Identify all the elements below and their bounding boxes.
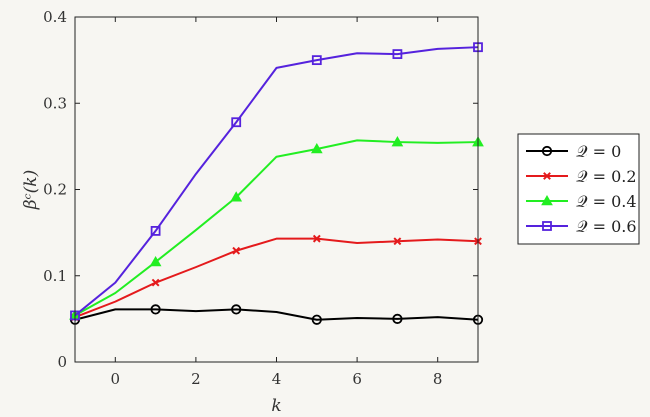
x-tick-label: 6 bbox=[352, 370, 362, 388]
y-axis-label: βᶜ(k) bbox=[21, 170, 41, 210]
data-point bbox=[392, 49, 403, 59]
legend-entry: 𝒬 = 0.2 bbox=[526, 167, 637, 186]
legend-label: 𝒬 = 0.6 bbox=[576, 217, 637, 236]
cross-stroke bbox=[151, 278, 160, 287]
series-line bbox=[74, 308, 479, 321]
legend-label: 𝒬 = 0.2 bbox=[576, 167, 637, 186]
data-point bbox=[541, 145, 553, 157]
series-line bbox=[74, 46, 479, 317]
data-point bbox=[151, 278, 160, 287]
data-point bbox=[150, 225, 161, 236]
data-point bbox=[230, 191, 243, 202]
series bbox=[69, 136, 484, 320]
data-point bbox=[543, 172, 551, 180]
x-axis-label: k bbox=[271, 396, 281, 416]
data-point bbox=[391, 136, 404, 147]
y-tick-label: 0.3 bbox=[43, 94, 67, 112]
series bbox=[69, 304, 484, 325]
data-point bbox=[393, 237, 402, 246]
series bbox=[71, 234, 482, 322]
x-tick-label: 8 bbox=[433, 370, 443, 388]
data-point bbox=[311, 314, 322, 325]
x-tick-label: 2 bbox=[191, 370, 201, 388]
y-tick-label: 0.1 bbox=[43, 267, 67, 285]
y-tick-label: 0.2 bbox=[43, 181, 67, 199]
data-point bbox=[149, 255, 162, 267]
cross-stroke bbox=[393, 237, 402, 246]
data-point bbox=[231, 304, 242, 315]
data-point bbox=[310, 142, 323, 154]
data-point bbox=[231, 117, 242, 128]
data-point bbox=[392, 313, 403, 324]
x-tick-label: 0 bbox=[111, 370, 121, 388]
series bbox=[70, 42, 483, 321]
data-point bbox=[232, 246, 241, 255]
legend-entry: 𝒬 = 0.4 bbox=[526, 192, 637, 211]
y-tick-label: 0.4 bbox=[43, 8, 67, 26]
legend: 𝒬 = 0 𝒬 = 0.2 𝒬 = 0.4 𝒬 = 0.6 bbox=[517, 133, 640, 245]
x-tick-label: 4 bbox=[272, 370, 282, 388]
data-point bbox=[312, 234, 321, 243]
data-point bbox=[150, 304, 161, 315]
y-tick-label: 0 bbox=[57, 353, 67, 371]
series-line bbox=[74, 139, 479, 317]
cross-stroke bbox=[543, 172, 551, 180]
data-point bbox=[311, 55, 322, 66]
axis-ticks: 0 2 4 6 8 0 0.1 0.2 0.3 0.4 bbox=[43, 8, 478, 388]
legend-entry: 𝒬 = 0.6 bbox=[526, 217, 637, 236]
legend-entry: 𝒬 = 0 bbox=[526, 142, 621, 161]
series-line bbox=[74, 237, 479, 319]
data-point bbox=[541, 194, 553, 206]
data-point bbox=[542, 221, 552, 231]
legend-label: 𝒬 = 0.4 bbox=[576, 192, 637, 211]
cross-stroke bbox=[232, 246, 241, 255]
legend-label: 𝒬 = 0 bbox=[576, 142, 621, 161]
plot-area bbox=[69, 42, 484, 325]
cross-stroke bbox=[312, 234, 321, 243]
